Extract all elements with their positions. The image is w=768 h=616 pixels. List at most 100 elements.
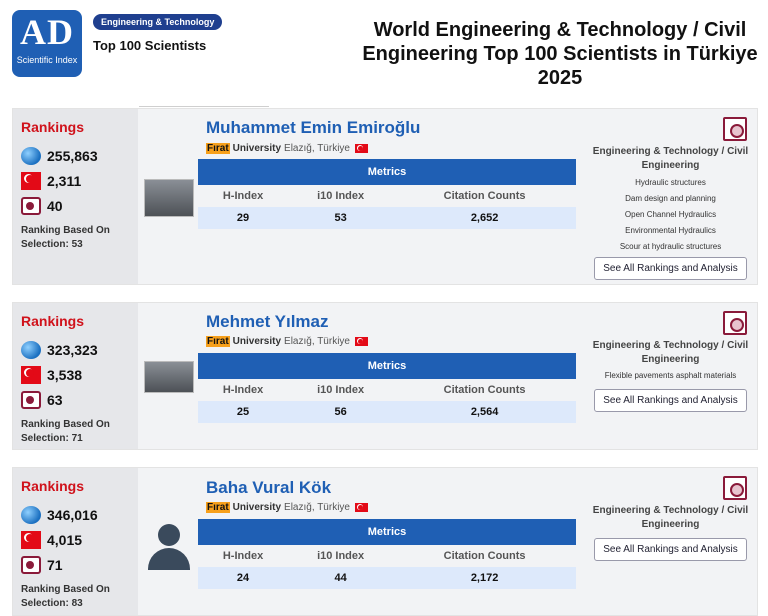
turkey-flag-icon — [354, 503, 368, 512]
topic-item: Environmental Hydraulics — [625, 226, 716, 235]
field-title: Engineering & Technology / Civil Enginee… — [592, 505, 749, 530]
see-all-rankings-button[interactable]: See All Rankings and Analysis — [594, 389, 747, 412]
country-rank: 4,015 — [21, 527, 138, 552]
university-logo-icon[interactable] — [723, 117, 747, 141]
list-subtitle: Top 100 Scientists — [93, 38, 207, 53]
see-all-rankings-button[interactable]: See All Rankings and Analysis — [594, 257, 747, 280]
ranking-basis: Ranking Based On Selection: 53 — [21, 225, 110, 250]
globe-icon — [21, 505, 41, 524]
turkey-flag-icon — [354, 337, 368, 346]
metrics-header: Metrics — [198, 519, 576, 545]
ad-scientific-index-logo[interactable]: AD Scientific Index — [12, 10, 82, 77]
research-panel: Engineering & Technology / Civil Enginee… — [588, 504, 753, 561]
topic-item: Open Channel Hydraulics — [624, 210, 717, 219]
logo-caption: Scientific Index — [16, 55, 78, 65]
field-title: Engineering & Technology / Civil Enginee… — [592, 340, 749, 365]
university-highlight: Fırat — [206, 143, 230, 154]
turkey-flag-icon — [21, 530, 41, 549]
metrics-header: Metrics — [198, 353, 576, 379]
topic-item: Dam design and planning — [625, 194, 716, 203]
scientist-name[interactable]: Muhammet Emin Emiroğlu — [206, 118, 421, 137]
world-rank: 346,016 — [21, 502, 138, 527]
see-all-rankings-button[interactable]: See All Rankings and Analysis — [594, 538, 747, 561]
location: Elazığ, Türkiye — [284, 502, 350, 513]
world-rank-value: 346,016 — [47, 506, 98, 523]
university-rank: 71 — [21, 552, 138, 577]
rankings-heading: Rankings — [21, 119, 85, 135]
divider — [139, 106, 269, 107]
scientist-card: Rankings 255,863 2,311 40 Ranking Based … — [12, 106, 758, 285]
page-title: World Engineering & Technology / Civil E… — [362, 19, 758, 89]
field-title: Engineering & Technology / Civil Enginee… — [592, 146, 749, 171]
globe-icon — [21, 146, 41, 165]
research-panel: Engineering & Technology / Civil Enginee… — [588, 145, 753, 280]
university-rank-value: 63 — [47, 391, 63, 408]
university-rank-value: 71 — [47, 556, 63, 573]
rankings-heading: Rankings — [21, 478, 85, 494]
university-logo-icon[interactable] — [723, 311, 747, 335]
citation-counts-value: 2,564 — [393, 401, 576, 423]
turkey-flag-icon — [21, 365, 41, 384]
university-logo-icon[interactable] — [723, 476, 747, 500]
avatar-body — [148, 548, 190, 570]
scientist-photo[interactable] — [144, 361, 194, 393]
scientist-name[interactable]: Baha Vural Kök — [206, 478, 332, 497]
avatar-placeholder-icon[interactable] — [144, 524, 194, 570]
university-rank: 63 — [21, 387, 138, 412]
country-rank: 2,311 — [21, 168, 138, 193]
university-icon — [21, 196, 41, 215]
rankings-panel: Rankings 346,016 4,015 71 Ranking Based … — [13, 468, 138, 615]
topic-item: Scour at hydraulic structures — [619, 242, 722, 251]
world-rank: 255,863 — [21, 143, 138, 168]
citation-counts-header: Citation Counts — [393, 185, 576, 207]
i10-index-value: 44 — [288, 567, 394, 589]
university-icon — [21, 555, 41, 574]
i10-index-header: i10 Index — [288, 185, 394, 207]
university-label[interactable]: University — [232, 143, 282, 154]
turkey-flag-icon — [21, 171, 41, 190]
topic-list: Flexible pavements asphalt materials — [604, 371, 737, 380]
scientist-photo[interactable] — [144, 179, 194, 217]
rankings-panel: Rankings 255,863 2,311 40 Ranking Based … — [13, 109, 138, 284]
country-rank: 3,538 — [21, 362, 138, 387]
citation-counts-value: 2,652 — [393, 207, 576, 229]
turkey-flag-icon — [354, 144, 368, 153]
h-index-header: H-Index — [198, 185, 289, 207]
affiliation: Fırat University Elazığ, Türkiye — [206, 143, 368, 154]
world-rank-value: 323,323 — [47, 341, 98, 358]
ranking-basis: Ranking Based On Selection: 71 — [21, 419, 110, 444]
metrics-table: Metrics H-Index i10 Index Citation Count… — [198, 353, 576, 423]
category-badge[interactable]: Engineering & Technology — [93, 14, 223, 30]
university-highlight: Fırat — [206, 336, 230, 347]
citation-counts-value: 2,172 — [393, 567, 576, 589]
scientist-name[interactable]: Mehmet Yılmaz — [206, 312, 329, 331]
i10-index-header: i10 Index — [288, 379, 394, 401]
university-label[interactable]: University — [232, 336, 282, 347]
citation-counts-header: Citation Counts — [393, 545, 576, 567]
i10-index-value: 53 — [288, 207, 394, 229]
h-index-header: H-Index — [198, 545, 289, 567]
avatar-head — [158, 524, 180, 546]
world-rank: 323,323 — [21, 337, 138, 362]
topic-item: Hydraulic structures — [635, 178, 706, 187]
university-highlight: Fırat — [206, 502, 230, 513]
affiliation: Fırat University Elazığ, Türkiye — [206, 336, 368, 347]
scientist-card: Rankings 323,323 3,538 63 Ranking Based … — [12, 302, 758, 450]
university-rank: 40 — [21, 193, 138, 218]
h-index-header: H-Index — [198, 379, 289, 401]
h-index-value: 25 — [198, 401, 289, 423]
location: Elazığ, Türkiye — [284, 143, 350, 154]
research-panel: Engineering & Technology / Civil Enginee… — [588, 339, 753, 412]
metrics-table: Metrics H-Index i10 Index Citation Count… — [198, 519, 576, 589]
country-rank-value: 3,538 — [47, 366, 83, 383]
rankings-panel: Rankings 323,323 3,538 63 Ranking Based … — [13, 303, 138, 449]
university-rank-value: 40 — [47, 197, 63, 214]
scientist-card: Rankings 346,016 4,015 71 Ranking Based … — [12, 467, 758, 616]
university-icon — [21, 390, 41, 409]
country-rank-value: 4,015 — [47, 531, 83, 548]
affiliation: Fırat University Elazığ, Türkiye — [206, 502, 368, 513]
university-label[interactable]: University — [232, 502, 282, 513]
h-index-value: 29 — [198, 207, 289, 229]
location: Elazığ, Türkiye — [284, 336, 350, 347]
globe-icon — [21, 340, 41, 359]
